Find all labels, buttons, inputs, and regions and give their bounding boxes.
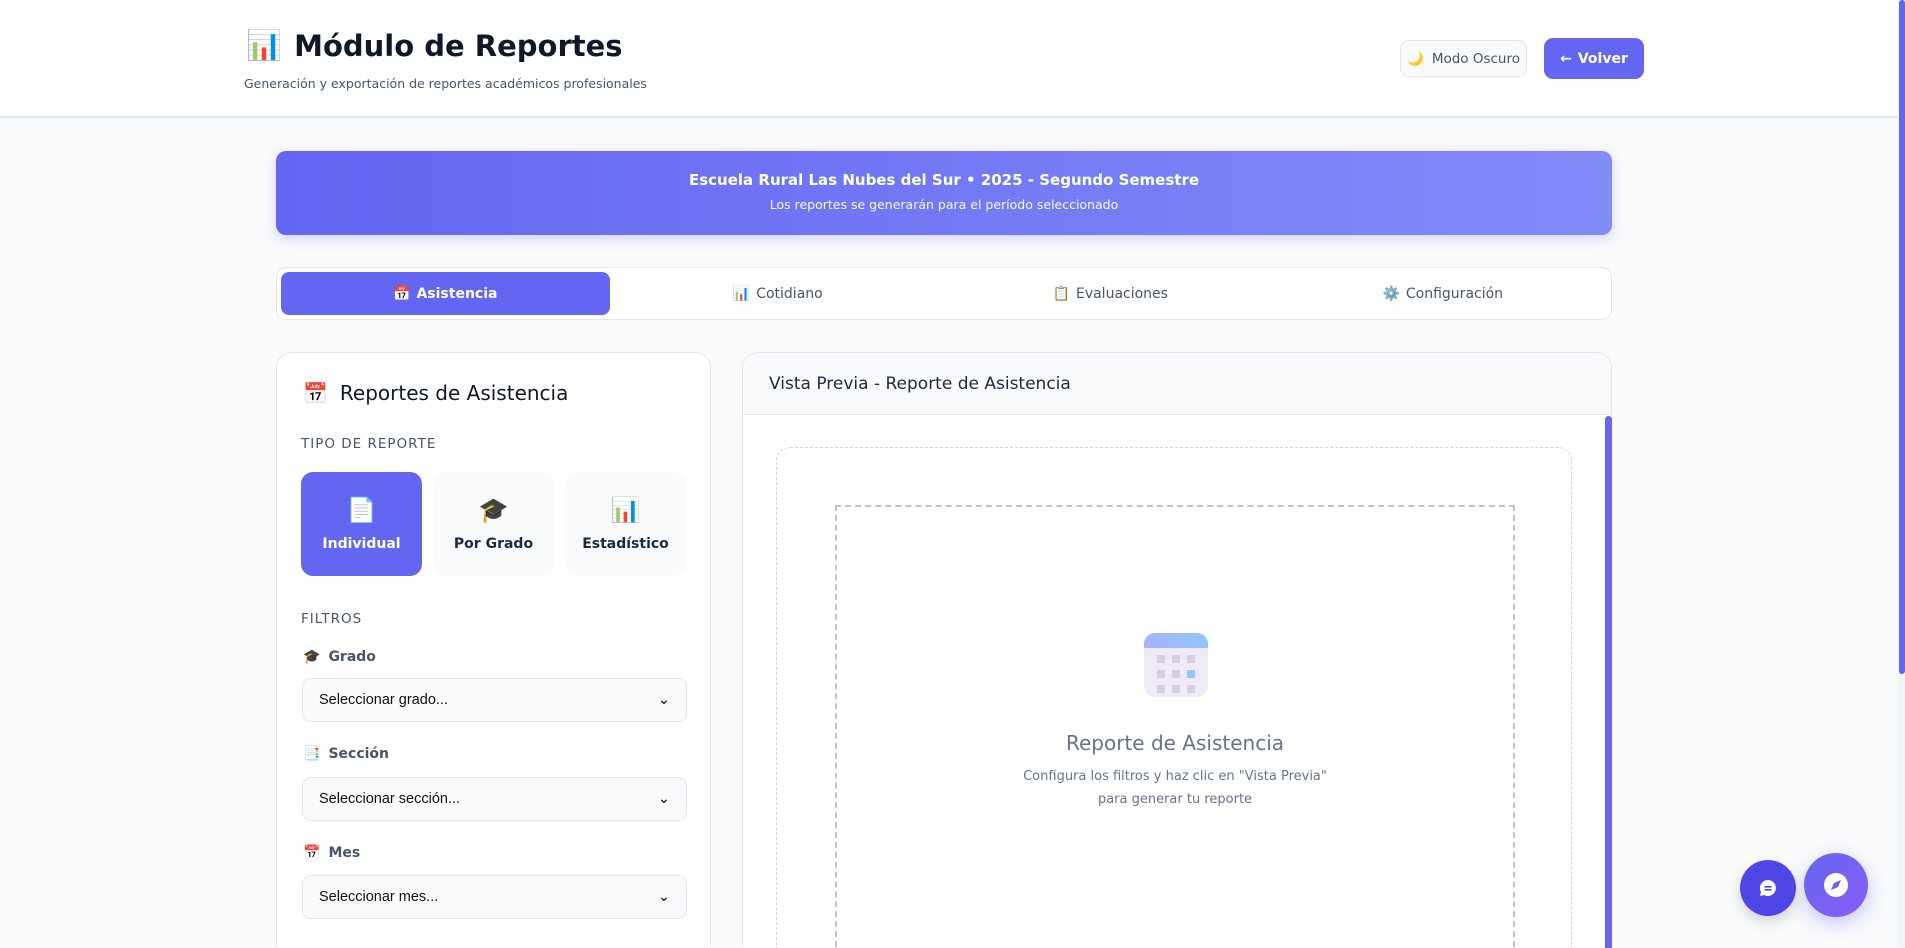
seccion-label: 📑 Sección [303, 746, 389, 762]
label-text: Sección [328, 746, 389, 762]
gear-icon: ⚙️ [1382, 285, 1400, 302]
bar-chart-icon: 📊 [610, 496, 641, 524]
tab-label: Asistencia [416, 285, 498, 302]
moon-icon: 🌙 [1407, 50, 1424, 67]
banner-title: Escuela Rural Las Nubes del Sur • 2025 -… [688, 171, 1200, 189]
grado-label: 🎓 Grado [303, 649, 376, 665]
graduation-cap-icon: 🎓 [303, 649, 321, 665]
page-subtitle: Generación y exportación de reportes aca… [244, 76, 647, 91]
preview-paper: Reporte de Asistencia Configura los filt… [835, 505, 1515, 947]
period-banner: Escuela Rural Las Nubes del Sur • 2025 -… [276, 151, 1612, 235]
report-tabs: 📅 Asistencia 📊 Cotidiano 📋 Evaluaciones ⚙️ C… [276, 267, 1612, 320]
tab-label: Evaluaciones [1075, 285, 1168, 302]
type-estadistico-button[interactable]: 📊 Estadístico [565, 472, 686, 576]
tab-label: Configuración [1405, 285, 1504, 302]
dark-mode-label: Modo Oscuro [1431, 50, 1520, 67]
clipboard-icon: 📋 [1052, 285, 1070, 302]
bar-chart-icon: 📊 [732, 285, 751, 302]
preview-area: Reporte de Asistencia Configura los filt… [776, 447, 1572, 948]
panel-title: 📅 Reportes de Asistencia [303, 381, 568, 405]
empty-state-title: Reporte de Asistencia [1065, 731, 1285, 755]
back-label: Volver [1577, 50, 1628, 67]
chat-button[interactable] [1740, 860, 1796, 916]
tab-configuracion[interactable]: ⚙️ Configuración [1279, 272, 1608, 315]
page-title: 📊 Módulo de Reportes [246, 28, 623, 63]
label-text: Mes [328, 845, 361, 861]
panel-title-text: Reportes de Asistencia [339, 381, 569, 405]
empty-line: Configura los filtros y haz clic en "Vis… [1023, 769, 1327, 784]
seccion-select[interactable]: Seleccionar sección... ⌄ [302, 777, 687, 821]
chevron-down-icon: ⌄ [657, 692, 670, 708]
report-type-heading: TIPO DE REPORTE [301, 436, 437, 452]
type-label: Estadístico [582, 536, 669, 552]
chat-icon [1759, 879, 1776, 896]
filters-heading: FILTROS [301, 611, 363, 627]
mes-select[interactable]: Seleccionar mes... ⌄ [302, 875, 687, 919]
preview-title: Vista Previa - Reporte de Asistencia [743, 353, 1611, 415]
select-value: Seleccionar mes... [319, 889, 439, 905]
calendar-icon: 📅 [303, 381, 328, 405]
calendar-icon: 📅 [393, 285, 411, 302]
graduation-cap-icon: 🎓 [478, 496, 509, 524]
arrow-left-icon: ← [1560, 50, 1572, 67]
empty-line: para generar tu reporte [1097, 792, 1253, 807]
empty-state-text: Configura los filtros y haz clic en "Vis… [837, 765, 1513, 811]
tab-cotidiano[interactable]: 📊 Cotidiano [614, 272, 943, 315]
type-por-grado-button[interactable]: 🎓 Por Grado [433, 472, 554, 576]
section-icon: 📑 [303, 746, 321, 762]
page-title-text: Módulo de Reportes [294, 28, 623, 63]
bar-chart-icon: 📊 [246, 28, 283, 62]
preview-scrollbar[interactable] [1605, 416, 1612, 948]
chevron-down-icon: ⌄ [657, 889, 670, 905]
compass-button[interactable] [1804, 853, 1868, 917]
dark-mode-button[interactable]: 🌙 Modo Oscuro [1400, 40, 1527, 77]
tab-asistencia[interactable]: 📅 Asistencia [281, 272, 610, 315]
chevron-down-icon: ⌄ [657, 791, 670, 807]
type-label: Individual [322, 536, 401, 552]
label-text: Grado [328, 649, 376, 665]
banner-subtitle: Los reportes se generarán para el períod… [769, 197, 1119, 212]
type-label: Por Grado [453, 536, 534, 552]
mes-label: 📅 Mes [303, 845, 360, 861]
tab-evaluaciones[interactable]: 📋 Evaluaciones [946, 272, 1275, 315]
back-button[interactable]: ← Volver [1544, 38, 1644, 79]
calendar-icon [1144, 633, 1208, 697]
select-value: Seleccionar sección... [319, 791, 461, 807]
calendar-icon: 📅 [303, 845, 321, 861]
document-icon: 📄 [346, 496, 377, 524]
select-value: Seleccionar grado... [319, 692, 448, 708]
preview-panel: Vista Previa - Reporte de Asistencia Rep… [742, 352, 1612, 948]
tab-label: Cotidiano [756, 285, 823, 302]
filters-panel: 📅 Reportes de Asistencia TIPO DE REPORTE … [276, 352, 711, 947]
type-individual-button[interactable]: 📄 Individual [301, 472, 422, 576]
page-scrollbar-thumb[interactable] [1899, 0, 1905, 674]
compass-icon [1824, 873, 1848, 897]
grado-select[interactable]: Seleccionar grado... ⌄ [302, 678, 687, 722]
